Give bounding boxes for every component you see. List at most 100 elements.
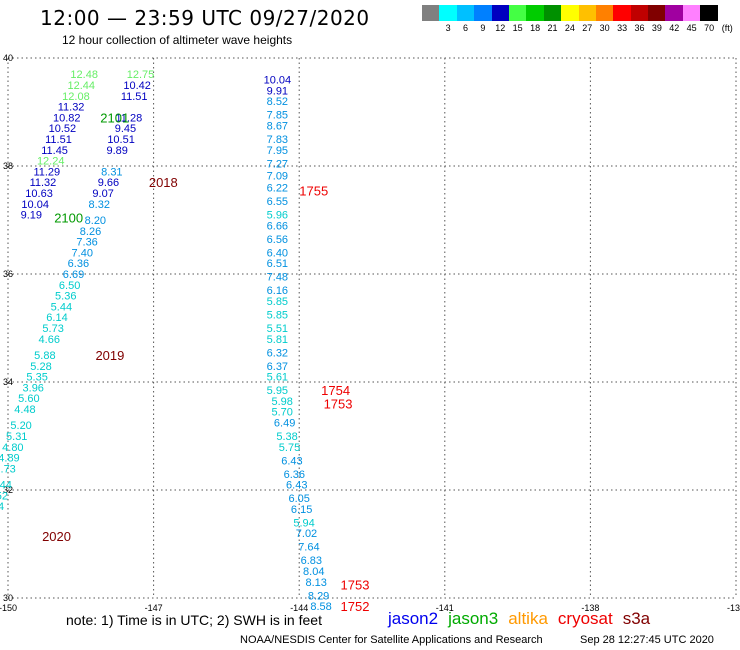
- footnote: note: 1) Time is in UTC; 2) SWH is in fe…: [66, 612, 322, 628]
- wave-height-value: 5.73: [42, 323, 63, 335]
- longitude-tick-label: -147: [145, 603, 163, 613]
- wave-height-value: 9.91: [267, 85, 288, 97]
- wave-height-value: 10.51: [107, 134, 135, 146]
- pass-time-label: 1754: [321, 383, 350, 398]
- latitude-tick-label: 32: [3, 485, 13, 495]
- wave-height-value: 5.81: [267, 334, 288, 346]
- wave-height-value: 4.66: [39, 334, 60, 346]
- longitude-tick-label: -135: [727, 603, 740, 613]
- wave-height-value: 5.44: [51, 301, 72, 313]
- satellite-track-east: 10.049.918.52 7.858.677.837.957.277.096.2…: [264, 75, 332, 613]
- satellite-legend: jason2 jason3 altika cryosat s3a: [388, 609, 660, 629]
- wave-height-value: 6.66: [267, 220, 288, 232]
- wave-height-value: 3.73: [0, 463, 16, 475]
- satellite-legend-jason2: jason2: [388, 609, 439, 628]
- pass-time-label: 1755: [299, 183, 328, 198]
- wave-height-value: 4.89: [0, 453, 20, 465]
- wave-height-value: 6.14: [46, 312, 67, 324]
- wave-height-value: 7.02: [296, 528, 317, 540]
- color-scale-boxes: [422, 5, 718, 21]
- color-scale-label: 70: [704, 23, 715, 33]
- wave-height-value: 9.89: [106, 145, 127, 157]
- wave-height-value: 9.45: [115, 123, 136, 135]
- color-scale-swatch: [578, 5, 596, 21]
- color-scale-swatch: [439, 5, 457, 21]
- color-scale-legend: 3 6 9 12 15 18 21 24 27 30 33 36 39 42 45 70 (ft): [422, 5, 733, 35]
- color-scale-label: 45: [686, 23, 697, 33]
- wave-height-value: 6.50: [59, 280, 80, 292]
- color-scale-swatch: [561, 5, 579, 21]
- wave-height-value: 5.75: [279, 442, 300, 454]
- color-scale-swatch: [543, 5, 562, 21]
- color-scale-swatch: [665, 5, 683, 21]
- color-scale-label: 15: [512, 23, 523, 33]
- wave-height-value: 6.49: [274, 418, 295, 430]
- wave-height-value: 5.84: [0, 501, 4, 513]
- wave-height-value: 6.56: [267, 234, 288, 246]
- wave-height-value: 10.52: [49, 123, 77, 135]
- wave-height-value: 6.16: [267, 285, 288, 297]
- color-scale-swatch: [613, 5, 631, 21]
- wave-height-value: 7.09: [267, 171, 288, 183]
- wave-height-value: 5.36: [55, 291, 76, 303]
- longitude-tick-label: -144: [290, 603, 308, 613]
- wave-height-value: 6.43: [286, 480, 307, 492]
- wave-height-value: 7.85: [267, 110, 288, 122]
- wave-height-value: 6.40: [267, 247, 288, 259]
- wave-height-value: 5.61: [267, 372, 288, 384]
- pass-time-label: 1753: [324, 397, 353, 412]
- wave-height-value: 12.75: [127, 69, 155, 81]
- wave-height-value: 4.48: [14, 404, 35, 416]
- wave-height-value: 5.31: [6, 431, 27, 443]
- wave-height-value: 5.98: [272, 396, 293, 408]
- wave-height-value: 10.63: [25, 188, 53, 200]
- wave-height-value: 7.83: [267, 134, 288, 146]
- color-scale-label: 27: [582, 23, 593, 33]
- wave-height-value: 7.95: [267, 145, 288, 157]
- satellite-track-west: 12.48 12.75 12.44 10.42 12.08 11.51 11.32 11.28…: [0, 69, 155, 529]
- wave-height-value: 5.60: [18, 393, 39, 405]
- wave-height-value: 9.19: [21, 210, 42, 222]
- latitude-axis: 30 32 34 36 38 40: [3, 53, 13, 603]
- color-scale-label: 3: [445, 23, 451, 33]
- wave-height-value: 5.51: [267, 323, 288, 335]
- longitude-tick-label: -138: [581, 603, 599, 613]
- color-scale-label: 18: [530, 23, 541, 33]
- wave-height-value: 4.80: [2, 442, 23, 454]
- wave-height-value: 8.31: [101, 166, 122, 178]
- wave-height-value: 11.51: [121, 91, 148, 103]
- latitude-tick-label: 38: [3, 161, 13, 171]
- latitude-tick-label: 40: [3, 53, 13, 63]
- wave-height-value: 7.48: [267, 272, 288, 284]
- wave-height-value: 11.29: [33, 166, 60, 178]
- wave-height-value: 8.32: [89, 199, 110, 211]
- wave-height-value: 11.32: [30, 177, 57, 189]
- wave-height-value: 5.88: [34, 350, 55, 362]
- wave-height-value: 7.64: [298, 542, 319, 554]
- wave-height-value: 6.05: [288, 493, 309, 505]
- wave-height-value: 5.95: [267, 385, 288, 397]
- wave-height-value: 6.15: [291, 504, 312, 516]
- map-grid: [7, 57, 737, 599]
- wave-height-value: 7.40: [72, 247, 93, 259]
- color-scale-swatch: [630, 5, 649, 21]
- color-scale-swatch: [682, 5, 701, 21]
- color-scale-unit: (ft): [721, 23, 733, 33]
- color-scale-swatch: [508, 5, 527, 21]
- wave-height-value: 6.43: [281, 455, 302, 467]
- longitude-axis: -150 -147 -144 -141 -138 -135: [0, 603, 740, 613]
- wave-height-value: 12.44: [68, 80, 96, 92]
- pass-time-label: 1752: [341, 599, 370, 614]
- pass-time-label: 2018: [149, 175, 178, 190]
- wave-height-value: 12.48: [70, 69, 98, 81]
- wave-height-value: 5.35: [26, 372, 47, 384]
- wave-height-value: 6.37: [267, 361, 288, 373]
- wave-height-value: 6.51: [267, 258, 288, 270]
- wave-height-value: 6.69: [63, 269, 84, 281]
- credit-line: NOAA/NESDIS Center for Satellite Applica…: [240, 634, 543, 646]
- wave-height-value: 12.08: [62, 91, 90, 103]
- satellite-legend-jason3: jason3: [448, 609, 499, 628]
- wave-height-value: 5.85: [267, 310, 288, 322]
- wave-height-value: 6.83: [301, 555, 322, 567]
